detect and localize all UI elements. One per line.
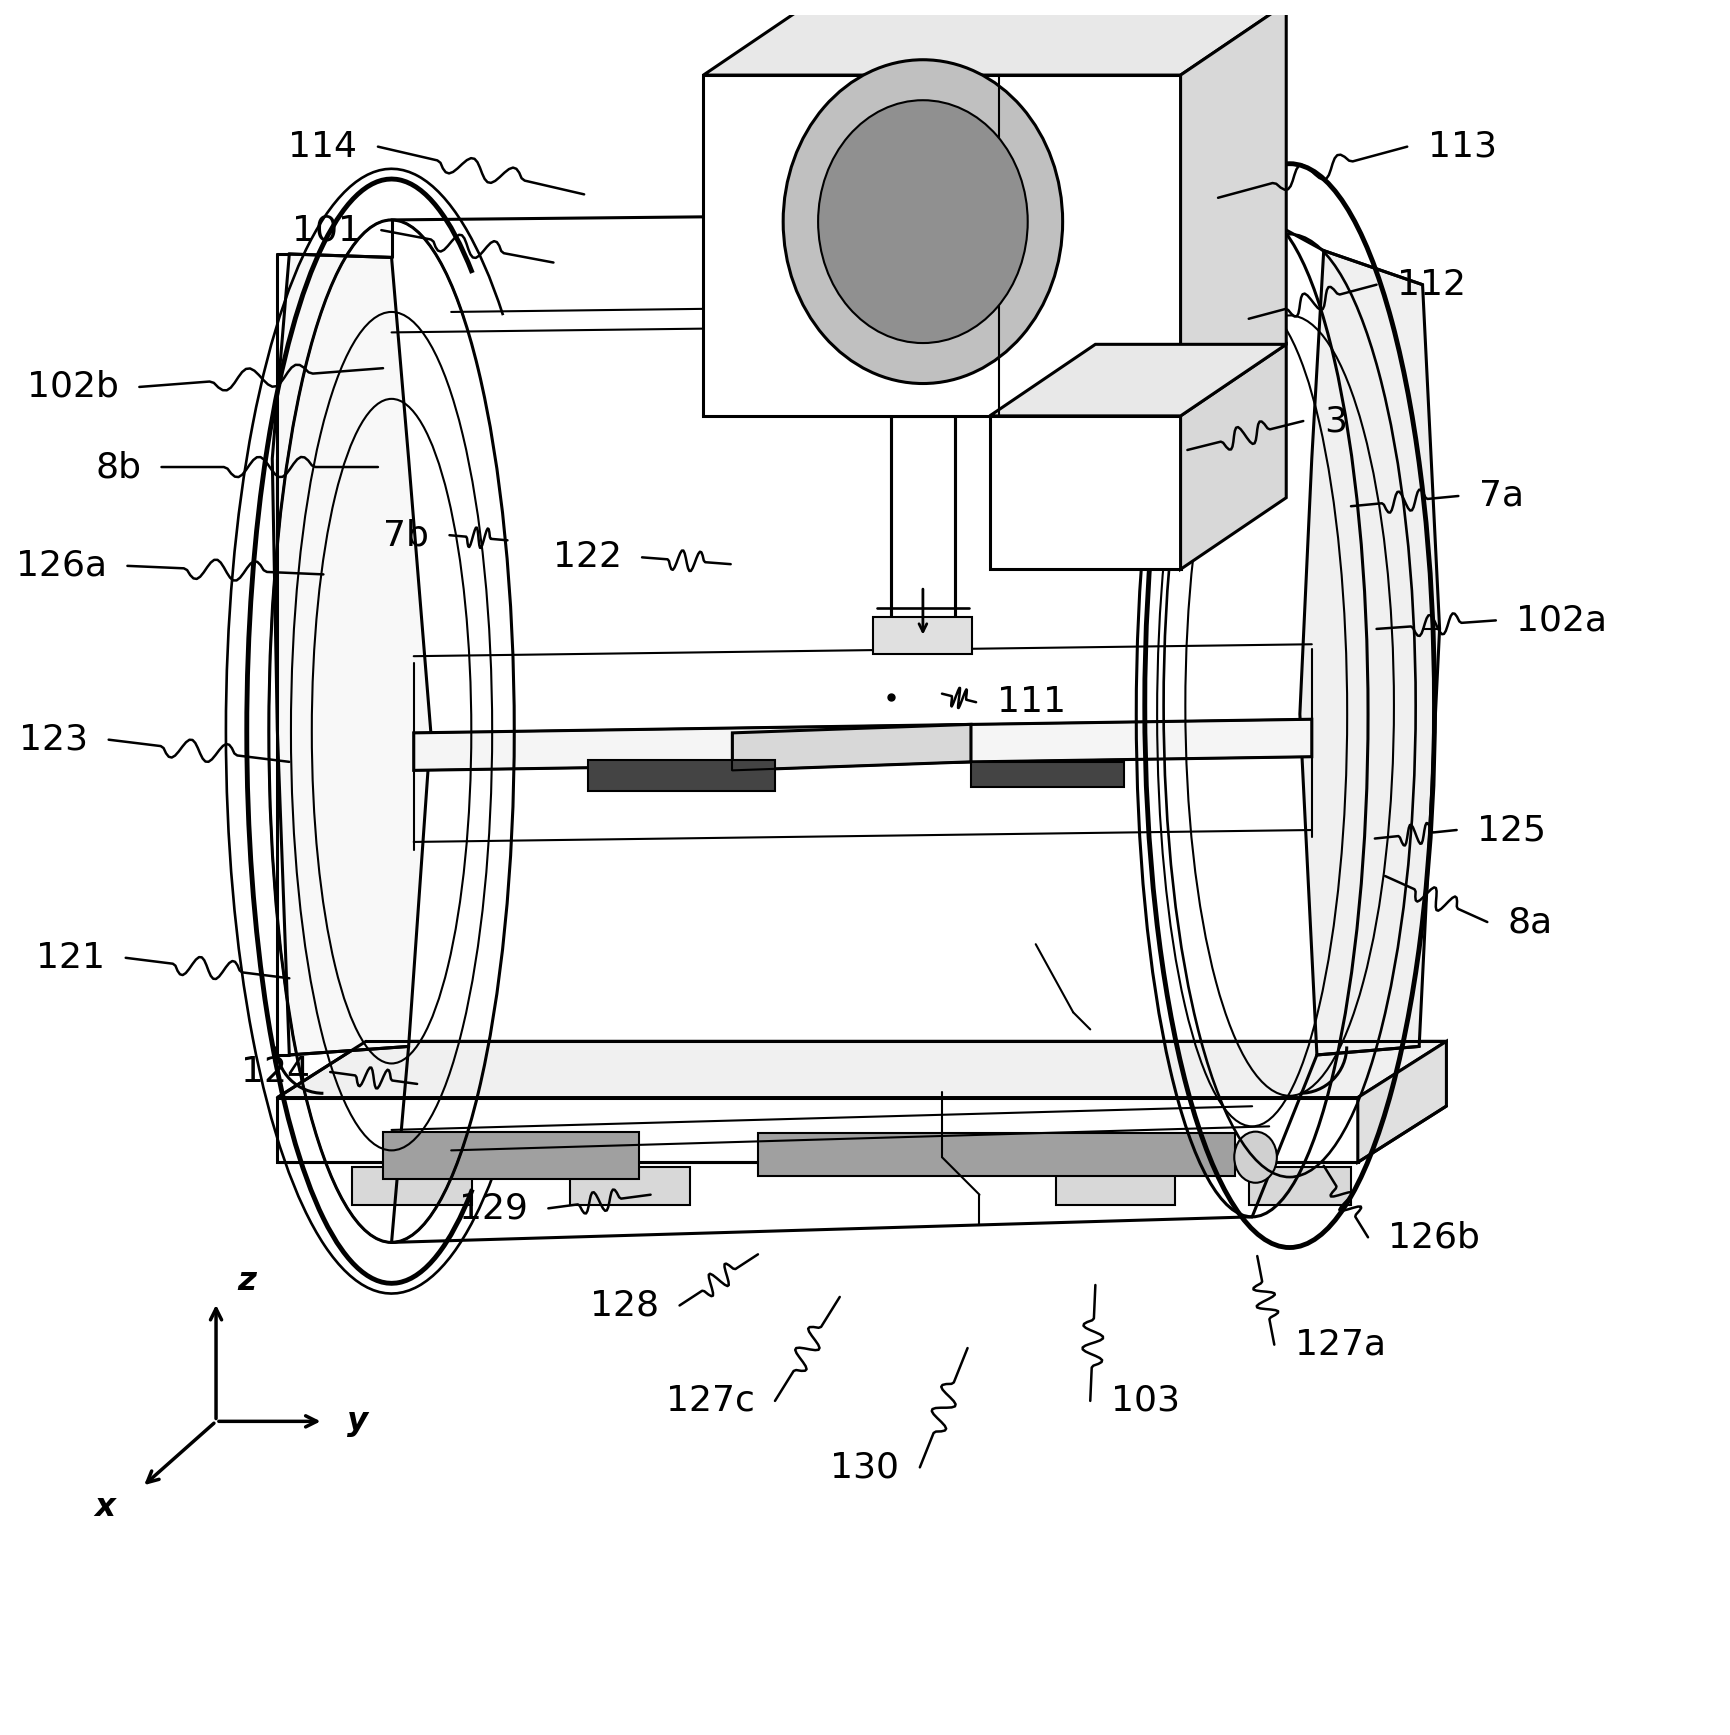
Bar (1249, 1168, 1351, 1204)
Bar (353, 1168, 472, 1204)
Text: 127a: 127a (1294, 1327, 1386, 1362)
Text: 121: 121 (36, 940, 106, 975)
Ellipse shape (1233, 1131, 1277, 1183)
Text: 103: 103 (1111, 1385, 1180, 1417)
Polygon shape (732, 723, 971, 770)
Polygon shape (990, 344, 1285, 416)
Polygon shape (272, 253, 431, 1055)
Bar (874, 618, 972, 654)
Text: z: z (237, 1267, 256, 1298)
Text: 102a: 102a (1515, 604, 1607, 637)
Polygon shape (704, 3, 1285, 75)
Text: 124: 124 (240, 1055, 310, 1090)
Polygon shape (391, 212, 1253, 1242)
Text: 8b: 8b (95, 449, 142, 484)
Text: 126b: 126b (1389, 1220, 1481, 1254)
Text: 7b: 7b (382, 519, 429, 552)
Text: 126a: 126a (16, 548, 107, 583)
Text: 128: 128 (590, 1289, 659, 1322)
Text: 113: 113 (1427, 130, 1496, 163)
Polygon shape (891, 416, 955, 628)
Text: x: x (93, 1492, 116, 1523)
Ellipse shape (784, 59, 1062, 383)
Polygon shape (1358, 1041, 1446, 1162)
Text: 114: 114 (289, 130, 358, 163)
Polygon shape (990, 416, 1180, 569)
Bar (1057, 1168, 1175, 1204)
Text: 122: 122 (552, 540, 621, 574)
Polygon shape (277, 1098, 1358, 1162)
Polygon shape (277, 1041, 1446, 1098)
Polygon shape (1180, 344, 1285, 569)
Text: 101: 101 (292, 213, 362, 246)
Polygon shape (1180, 3, 1285, 416)
Text: 112: 112 (1398, 267, 1465, 302)
Text: 3: 3 (1323, 404, 1346, 437)
Text: 102b: 102b (28, 370, 119, 404)
Text: 7a: 7a (1479, 479, 1524, 514)
Text: 123: 123 (19, 723, 88, 756)
Bar (382, 1131, 638, 1180)
Polygon shape (1299, 250, 1439, 1055)
Bar (588, 760, 775, 791)
Bar (971, 762, 1124, 788)
Text: y: y (348, 1405, 368, 1437)
Bar (571, 1168, 690, 1204)
Polygon shape (413, 720, 1311, 770)
Text: 125: 125 (1477, 814, 1547, 847)
Polygon shape (704, 75, 1180, 416)
Text: 111: 111 (996, 685, 1066, 720)
Text: 129: 129 (458, 1192, 528, 1225)
Text: 130: 130 (830, 1450, 900, 1485)
Ellipse shape (818, 101, 1028, 344)
Text: 127c: 127c (666, 1385, 754, 1417)
Text: 8a: 8a (1509, 906, 1554, 939)
Bar (758, 1133, 1235, 1176)
